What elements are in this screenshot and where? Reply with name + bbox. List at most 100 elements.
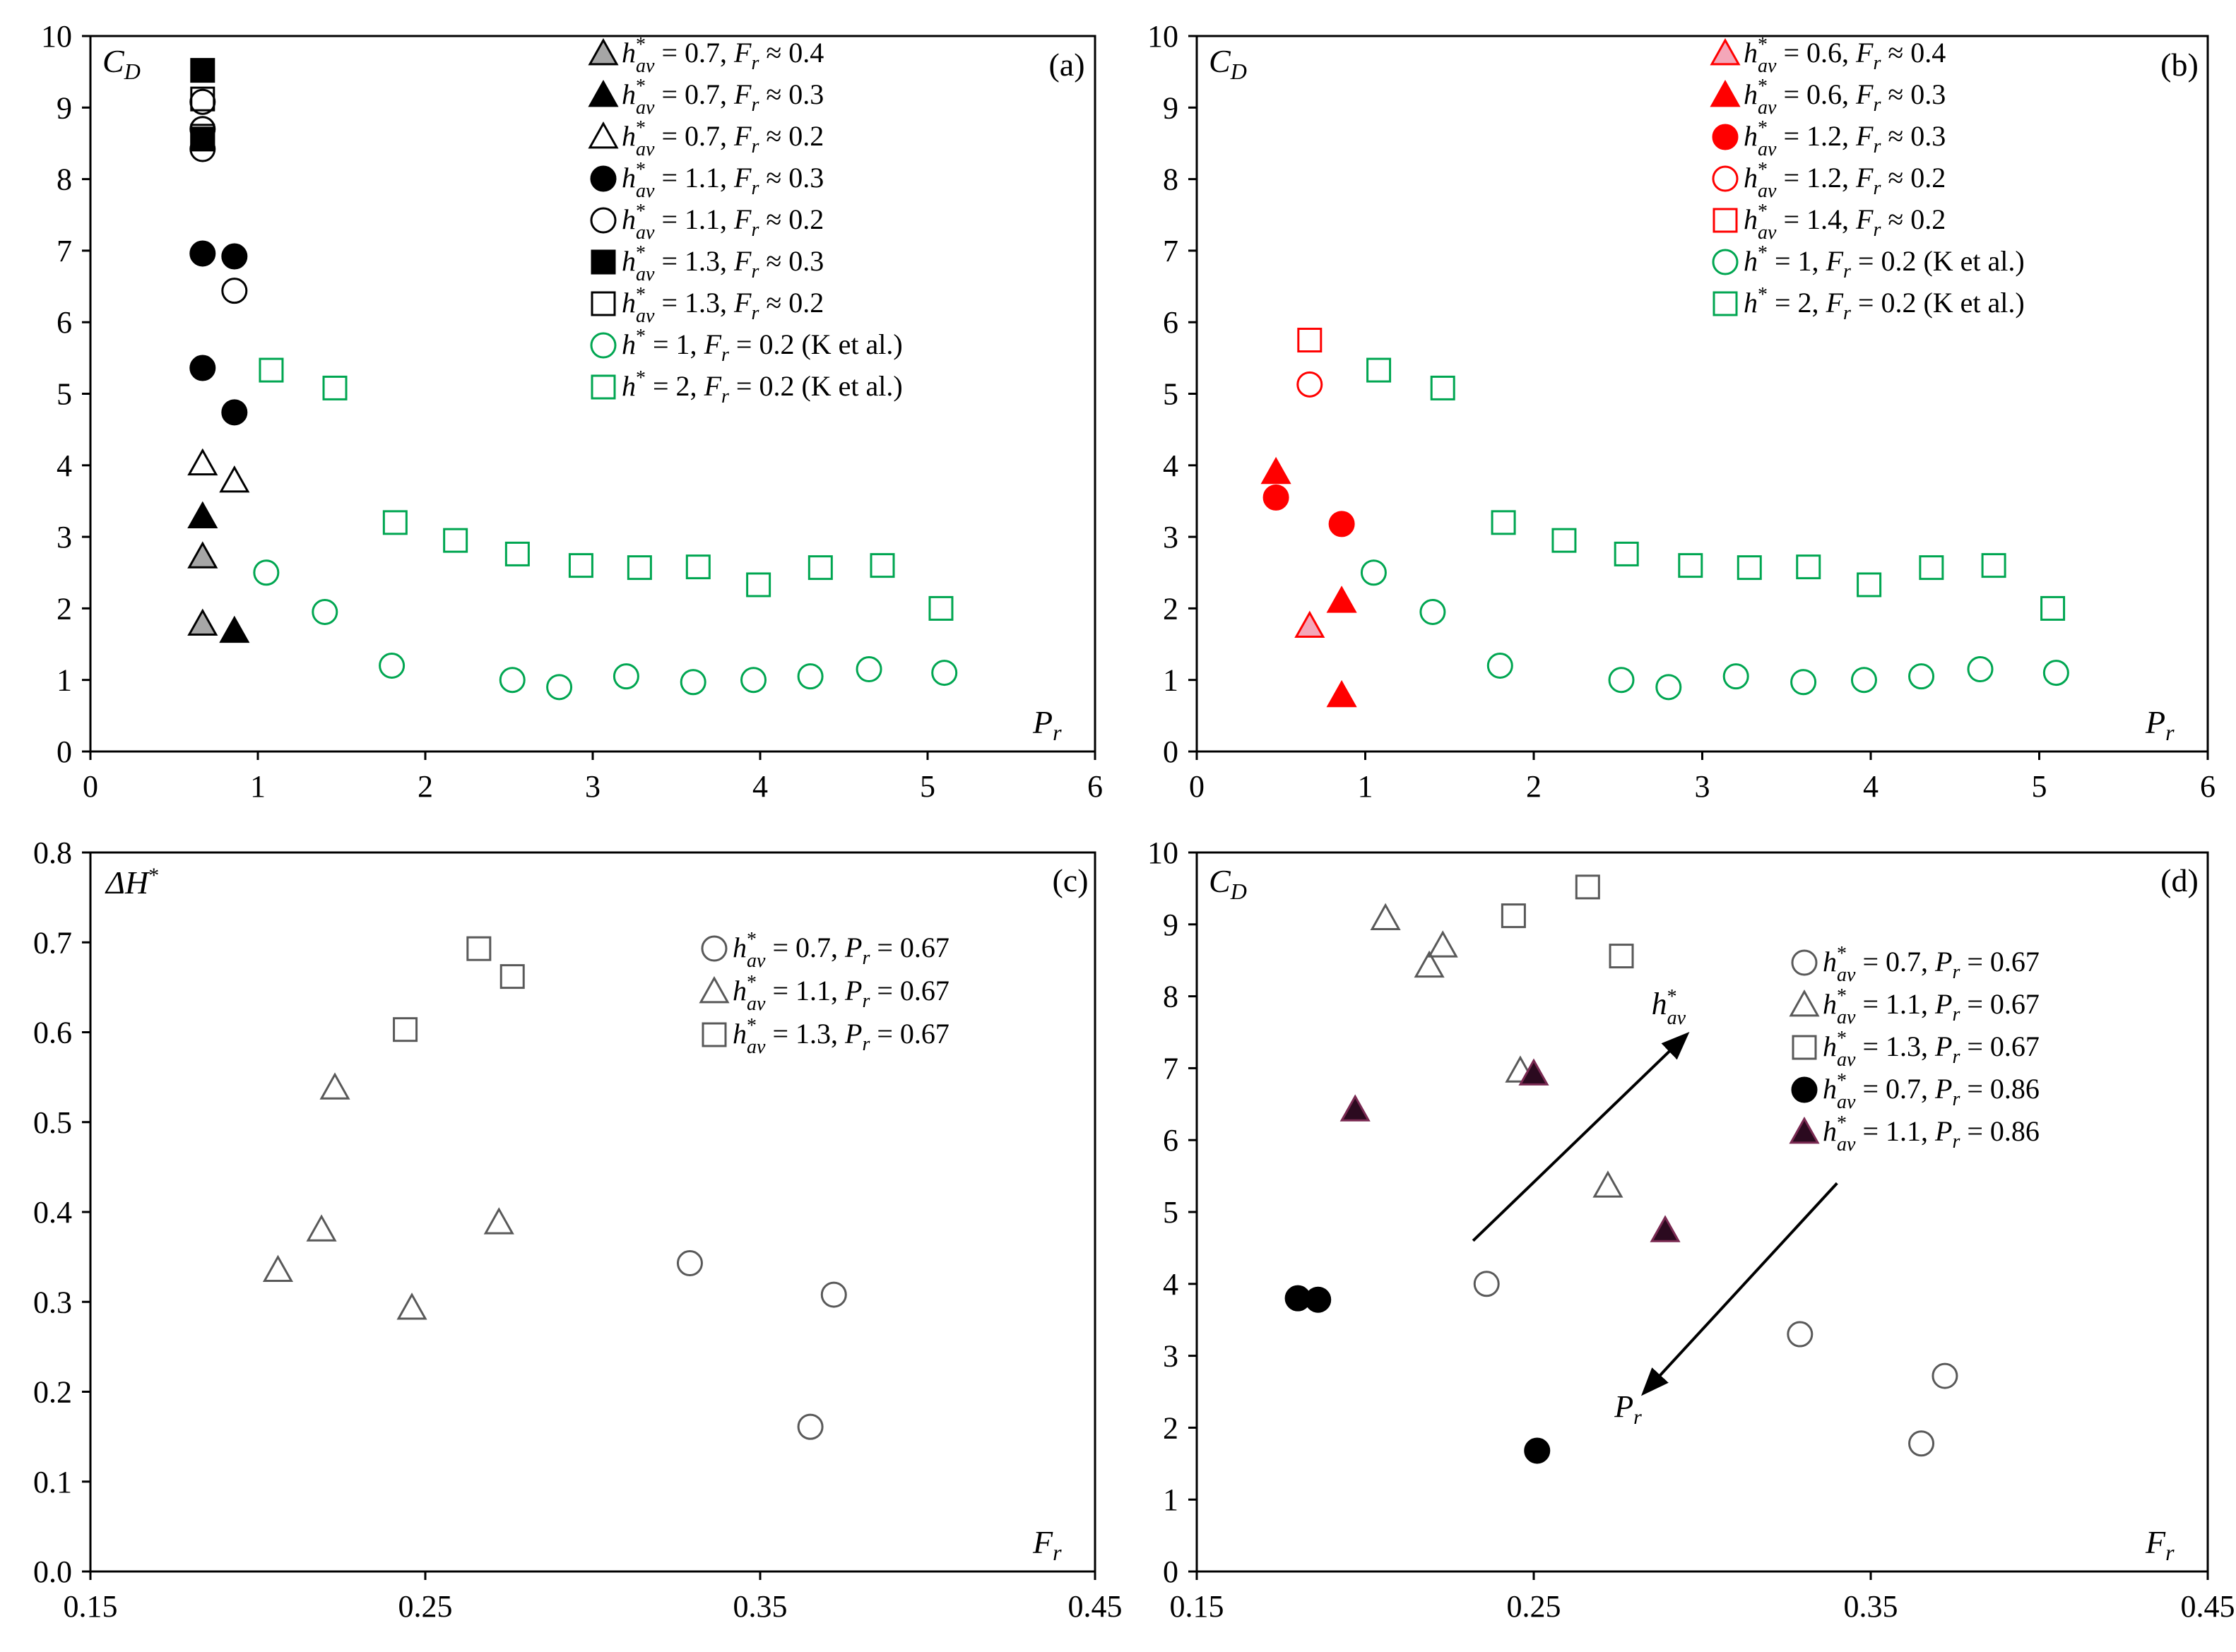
x-tick-label: 6 (2200, 769, 2216, 804)
y-tick-label: 1 (1163, 1482, 1178, 1517)
x-tick-label: 2 (418, 769, 433, 804)
legend-entry: h* av = 1.3, Fr ≈ 0.3 (622, 242, 824, 285)
x-tick-label: 0.35 (1844, 1589, 1898, 1624)
data-point (1305, 1286, 1332, 1313)
data-point (856, 656, 882, 683)
y-tick-label: 9 (57, 90, 72, 125)
y-tick-label: 8 (1163, 162, 1178, 197)
data-point (685, 554, 711, 580)
y-tick-label: 0.2 (33, 1375, 72, 1410)
series-2 (393, 936, 525, 1042)
x-axis-label: Pr (1032, 704, 1062, 745)
y-tick-label: 0 (57, 735, 72, 769)
series-0 (676, 1250, 847, 1440)
data-point (1575, 874, 1600, 900)
data-point (1524, 1437, 1551, 1464)
legend-entry: h* av = 1.4, Fr ≈ 0.2 (1744, 201, 1946, 244)
data-point (1366, 357, 1392, 383)
legend-entry: h* av = 0.7, Pr = 0.86 (1823, 1070, 2040, 1113)
data-point (931, 660, 958, 687)
data-point (676, 1250, 703, 1277)
legend-marker (588, 37, 619, 66)
data-point (797, 663, 824, 690)
data-point (1326, 679, 1357, 708)
annotation-label: h* av (1652, 986, 1686, 1029)
y-axis-label: CD (1209, 43, 1247, 84)
y-tick-label: 4 (1163, 448, 1178, 483)
legend-entry: h* av = 0.6, Fr ≈ 0.3 (1744, 76, 1946, 119)
y-tick-label: 6 (57, 305, 72, 340)
y-tick-label: 2 (57, 591, 72, 626)
data-point (1967, 656, 1994, 683)
legend-marker (590, 332, 617, 359)
data-point (1787, 1321, 1814, 1348)
legend-marker (699, 975, 730, 1004)
legend-marker (1789, 1116, 1820, 1144)
y-tick-label: 0.7 (33, 925, 72, 960)
data-point (613, 663, 639, 690)
data-point (262, 1254, 294, 1283)
data-point (221, 399, 248, 426)
data-point (306, 1214, 337, 1242)
data-point (187, 541, 218, 569)
data-point (1339, 1094, 1371, 1122)
x-tick-label: 0.15 (1170, 1589, 1224, 1624)
data-point (1486, 652, 1513, 679)
legend-marker (1713, 208, 1738, 233)
legend-entry: h* av = 0.7, Fr ≈ 0.2 (622, 117, 824, 160)
data-point (1473, 1271, 1500, 1297)
series-4 (189, 88, 248, 304)
series-0 (187, 541, 218, 636)
x-axis-label: Fr (1032, 1524, 1062, 1565)
legend-marker (590, 207, 617, 234)
legend-marker (590, 165, 617, 192)
data-point (1609, 944, 1634, 969)
data-point (1650, 1215, 1681, 1242)
panel-d-chart: 0.15 0.25 0.35 0.45 0 1 2 3 4 5 6 7 8 9 10 CD Fr (d) h* av P… (1147, 836, 2235, 1624)
x-tick-label: 0.45 (2181, 1589, 2235, 1624)
data-point (1296, 371, 1323, 398)
series-1 (187, 501, 250, 643)
x-axis-label: Fr (2145, 1524, 2175, 1565)
legend-marker (591, 291, 616, 316)
legend-entry: h* av = 0.7, Pr = 0.67 (1823, 943, 2040, 986)
data-point (627, 555, 652, 581)
legend-entry: h* = 2, Fr = 0.2 (K et al.) (1744, 284, 2025, 324)
x-tick-label: 5 (2032, 769, 2047, 804)
data-point (187, 448, 218, 476)
series-3 (1296, 371, 1323, 398)
panel-label: (a) (1048, 47, 1084, 83)
panel-label: (c) (1052, 862, 1088, 898)
x-tick-label: 6 (1087, 769, 1103, 804)
legend-marker (591, 374, 616, 400)
data-point (259, 357, 284, 383)
y-tick-label: 0 (1163, 735, 1178, 769)
data-point (379, 652, 406, 679)
data-point (928, 595, 954, 621)
y-tick-label: 5 (1163, 1195, 1178, 1230)
legend-marker (1791, 949, 1818, 976)
legend-entry: h* av = 1.3, Pr = 0.67 (733, 1015, 950, 1058)
series-2 (187, 448, 250, 493)
series-6 (190, 86, 215, 149)
data-point (1932, 1362, 1958, 1389)
legend-entry: h* av = 1.1, Fr ≈ 0.3 (622, 159, 824, 202)
panel-label: (b) (2160, 47, 2199, 83)
data-point (1678, 553, 1703, 578)
y-tick-label: 4 (57, 448, 72, 483)
data-point (1857, 572, 1882, 598)
y-tick-label: 7 (57, 234, 72, 268)
series-7 (253, 559, 958, 701)
y-tick-label: 1 (57, 663, 72, 698)
x-tick-label: 0.15 (64, 1589, 118, 1624)
x-axis-label: Pr (2145, 704, 2175, 745)
x-tick-label: 0.25 (1507, 1589, 1561, 1624)
data-point (1608, 667, 1635, 694)
data-point (1919, 555, 1944, 581)
legend-marker (1712, 124, 1739, 150)
y-axis-label: ΔH* (105, 864, 159, 901)
data-point (499, 964, 525, 990)
panel-a-chart: 0 1 2 3 4 5 6 0 1 2 3 4 5 6 7 8 9 10 CD Pr (a) h* av = 0.7, Fr… (41, 19, 1103, 804)
series-4 (1339, 1058, 1681, 1242)
